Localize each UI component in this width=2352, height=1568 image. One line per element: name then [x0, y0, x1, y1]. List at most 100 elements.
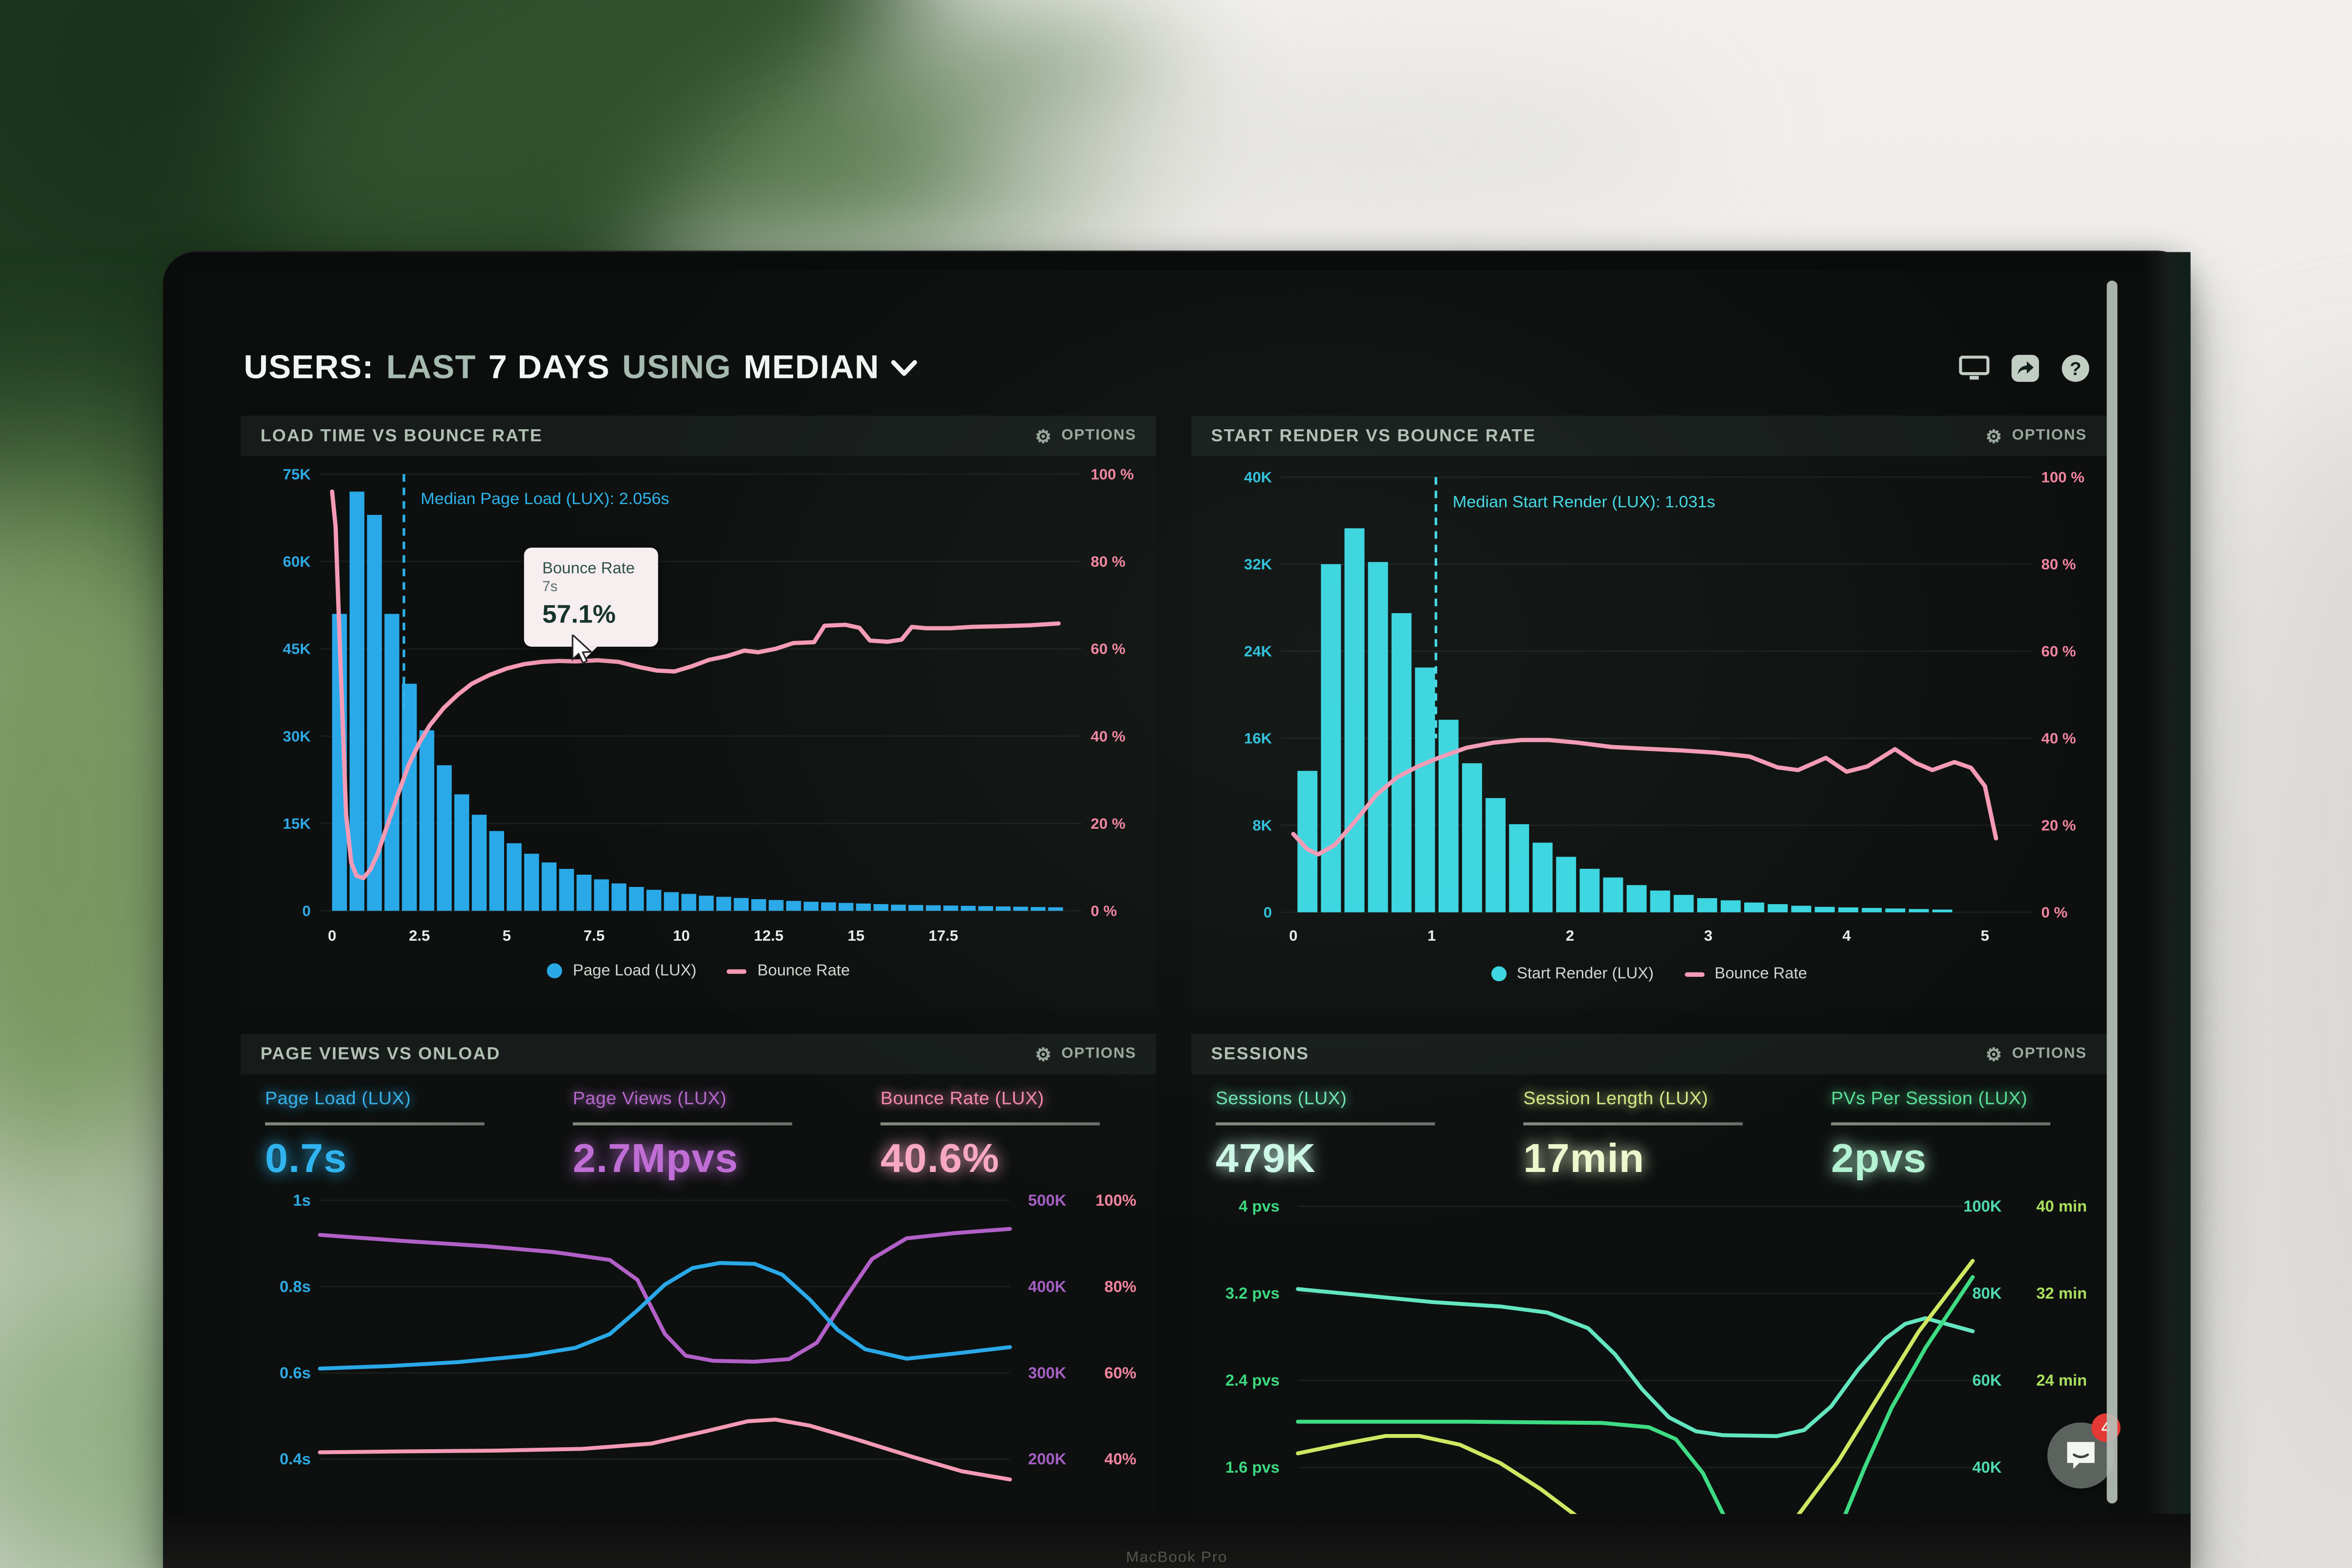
legend-dot-marker [547, 963, 562, 978]
metric-label: Page Load (LUX) [265, 1087, 411, 1109]
svg-text:32 min: 32 min [2036, 1284, 2087, 1302]
metric-underline [880, 1122, 1100, 1126]
panel-header: PAGE VIEWS VS ONLOAD ⚙ OPTIONS [241, 1034, 1156, 1075]
legend-item: Page Load (LUX) [547, 962, 697, 980]
metric-underline [1523, 1122, 1743, 1126]
panel-sessions: 4 pvs 100K 40 min 3.2 pvs 80K 32 min 2.4 pvs 60… [1191, 1034, 2107, 1514]
svg-text:60 %: 60 % [2041, 643, 2076, 660]
metric-value: 479K [1216, 1136, 1316, 1181]
svg-text:4 pvs: 4 pvs [1239, 1197, 1280, 1215]
title-users: USERS: [244, 348, 374, 386]
options-button[interactable]: ⚙ OPTIONS [1985, 1043, 2087, 1065]
svg-text:1s: 1s [293, 1192, 311, 1209]
svg-text:0.4s: 0.4s [280, 1450, 311, 1468]
page-views-vs-onload-chart[interactable]: 1s 500K 100% 0.8s 400K 80% 0.6s 300K 60% 0.4s 200K… [241, 1034, 1156, 1514]
title-7days: 7 DAYS [488, 348, 610, 386]
panel-title: LOAD TIME VS BOUNCE RATE [260, 427, 543, 445]
svg-text:5: 5 [503, 927, 511, 944]
laptop-bezel-right [2142, 252, 2191, 1514]
options-button[interactable]: ⚙ OPTIONS [1035, 1043, 1137, 1065]
svg-text:3: 3 [1704, 927, 1712, 944]
svg-text:0.8s: 0.8s [280, 1278, 311, 1296]
svg-text:0: 0 [328, 927, 336, 944]
legend-dash-marker [727, 968, 747, 973]
svg-text:Median Start Render (LUX): 1.0: Median Start Render (LUX): 1.031s [1453, 493, 1715, 511]
panel-title: START RENDER VS BOUNCE RATE [1211, 427, 1536, 445]
display-mode-icon[interactable] [1959, 354, 1990, 381]
options-button[interactable]: ⚙ OPTIONS [1035, 425, 1137, 446]
svg-text:24K: 24K [1244, 643, 1272, 660]
metric-value: 40.6% [880, 1136, 999, 1181]
svg-text:20 %: 20 % [1091, 815, 1126, 832]
macbook-label: MacBook Pro [1126, 1550, 1228, 1567]
metric-underline [265, 1122, 485, 1126]
metric-page-views: Page Views (LUX) 2.7Mpvs [573, 1088, 816, 1182]
metric-value: 2.7Mpvs [573, 1136, 738, 1181]
svg-text:60%: 60% [1105, 1364, 1136, 1382]
svg-text:4: 4 [1842, 927, 1851, 944]
chat-widget-button[interactable]: 4 [2047, 1413, 2121, 1489]
sessions-chart[interactable]: 4 pvs 100K 40 min 3.2 pvs 80K 32 min 2.4 pvs 60… [1191, 1034, 2107, 1514]
metric-bounce-rate: Bounce Rate (LUX) 40.6% [880, 1088, 1124, 1182]
svg-text:100%: 100% [1095, 1192, 1136, 1209]
svg-text:Median Page Load (LUX): 2.056s: Median Page Load (LUX): 2.056s [421, 489, 669, 508]
svg-text:0 %: 0 % [2041, 904, 2068, 921]
mouse-cursor [572, 635, 593, 664]
svg-text:10: 10 [673, 927, 690, 944]
panel-title: PAGE VIEWS VS ONLOAD [260, 1045, 501, 1063]
svg-text:0: 0 [1289, 927, 1297, 944]
svg-text:2: 2 [1566, 927, 1574, 944]
svg-text:60K: 60K [1973, 1371, 2002, 1389]
svg-text:80K: 80K [1973, 1284, 2002, 1302]
metric-label: Sessions (LUX) [1216, 1087, 1347, 1109]
svg-text:100 %: 100 % [1091, 466, 1134, 483]
page-title[interactable]: USERS: LAST 7 DAYS USING MEDIAN [244, 345, 918, 390]
metric-underline [1831, 1122, 2051, 1126]
panel-page-views-vs-onload: 1s 500K 100% 0.8s 400K 80% 0.6s 300K 60% 0.4s 200K… [241, 1034, 1156, 1514]
browser-scrollbar[interactable] [2107, 280, 2118, 1504]
svg-text:40K: 40K [1244, 469, 1272, 486]
title-last: LAST [386, 348, 476, 386]
legend-dot-marker [1490, 966, 1507, 982]
svg-text:100 %: 100 % [2041, 469, 2085, 486]
load-time-vs-bounce-rate-chart[interactable]: 75K 100 % 60K 80 % 45K 60 % 30K 40 % 15K 20 % 0 0 %… [241, 416, 1156, 1010]
gear-icon: ⚙ [1035, 1043, 1052, 1065]
svg-text:40%: 40% [1105, 1450, 1136, 1468]
svg-text:100K: 100K [1963, 1197, 2002, 1215]
share-icon[interactable] [2009, 354, 2040, 381]
svg-text:7.5: 7.5 [583, 927, 604, 944]
svg-text:15K: 15K [283, 815, 311, 832]
chevron-down-icon[interactable] [891, 359, 918, 376]
svg-text:0 %: 0 % [1091, 903, 1117, 920]
svg-text:0: 0 [302, 903, 311, 920]
svg-text:17.5: 17.5 [929, 927, 958, 944]
title-using: USING [622, 348, 732, 386]
legend-label: Page Load (LUX) [573, 962, 697, 980]
metric-pvs-per-session: PVs Per Session (LUX) 2pvs [1831, 1088, 2075, 1182]
help-icon[interactable]: ? [2060, 354, 2090, 381]
panel-header: SESSIONS ⚙ OPTIONS [1191, 1034, 2107, 1075]
metric-sessions: Sessions (LUX) 479K [1216, 1088, 1459, 1182]
svg-text:1: 1 [1427, 927, 1436, 944]
tooltip-series: Bounce Rate [542, 559, 635, 578]
svg-text:3.2 pvs: 3.2 pvs [1225, 1284, 1280, 1302]
metric-label: Session Length (LUX) [1523, 1087, 1709, 1109]
chart-tooltip: Bounce Rate 7s 57.1% [524, 548, 658, 659]
gear-icon: ⚙ [1985, 425, 2003, 446]
svg-text:5: 5 [1981, 927, 1989, 944]
svg-text:30K: 30K [283, 728, 311, 745]
svg-text:0: 0 [1264, 904, 1272, 921]
svg-text:300K: 300K [1028, 1364, 1067, 1382]
options-button[interactable]: ⚙ OPTIONS [1985, 425, 2087, 446]
metric-underline [573, 1122, 792, 1126]
tooltip-value: 57.1% [542, 600, 616, 629]
legend-item: Bounce Rate [727, 962, 850, 980]
start-render-vs-bounce-rate-chart[interactable]: 40K 100 % 32K 80 % 24K 60 % 16K 40 % 8K 20 % 0 0 % 0… [1191, 416, 2107, 1010]
svg-text:40K: 40K [1973, 1458, 2002, 1476]
svg-text:60 %: 60 % [1091, 640, 1126, 658]
panel-header: START RENDER VS BOUNCE RATE ⚙ OPTIONS [1191, 416, 2107, 456]
header-icon-bar: ? [1959, 354, 2090, 381]
svg-text:45K: 45K [283, 640, 311, 658]
svg-text:500K: 500K [1028, 1192, 1067, 1209]
